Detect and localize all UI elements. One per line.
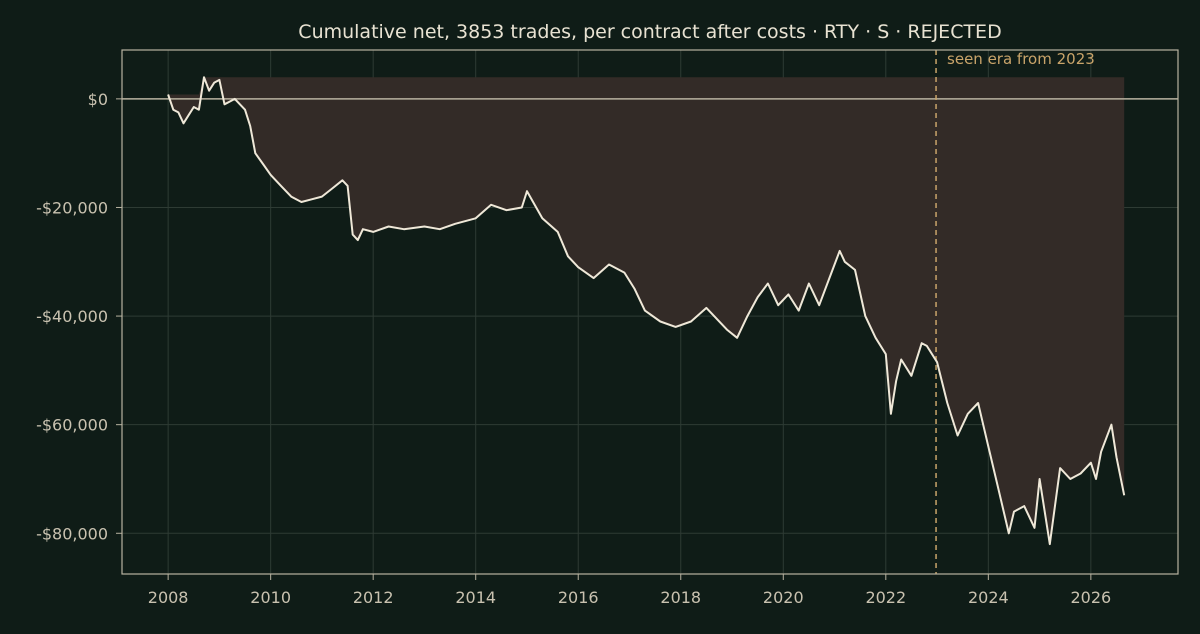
axes <box>121 49 1179 575</box>
plot-frame <box>121 49 1179 575</box>
y-tick-label: -$80,000 <box>36 524 108 543</box>
x-tick-label: 2022 <box>865 588 906 607</box>
x-tick-label: 2010 <box>250 588 291 607</box>
y-tick-label: -$20,000 <box>36 198 108 217</box>
x-tick-label: 2014 <box>455 588 496 607</box>
equity-curve-group <box>167 76 1126 546</box>
equity-curve-line <box>167 76 1126 546</box>
y-tick-label: -$60,000 <box>36 416 108 435</box>
seen-era-marker: seen era from 2023 <box>935 50 1095 574</box>
x-tick-label: 2024 <box>968 588 1009 607</box>
y-tick-label: -$40,000 <box>36 307 108 326</box>
x-tick-label: 2008 <box>148 588 189 607</box>
chart-title: Cumulative net, 3853 trades, per contrac… <box>298 21 1001 43</box>
x-tick-label: 2018 <box>660 588 701 607</box>
x-tick-label: 2026 <box>1070 588 1111 607</box>
seen-era-label: seen era from 2023 <box>947 50 1095 68</box>
y-tick-label: $0 <box>88 90 108 109</box>
y-axis-ticks: $0 -$20,000 -$40,000 -$60,000 -$80,000 <box>36 90 122 543</box>
x-tick-label: 2020 <box>763 588 804 607</box>
x-tick-label: 2012 <box>353 588 394 607</box>
x-tick-label: 2016 <box>558 588 599 607</box>
x-axis-ticks: 2008 2010 2012 2014 2016 2018 2020 2022 2024 2026 <box>148 574 1111 607</box>
